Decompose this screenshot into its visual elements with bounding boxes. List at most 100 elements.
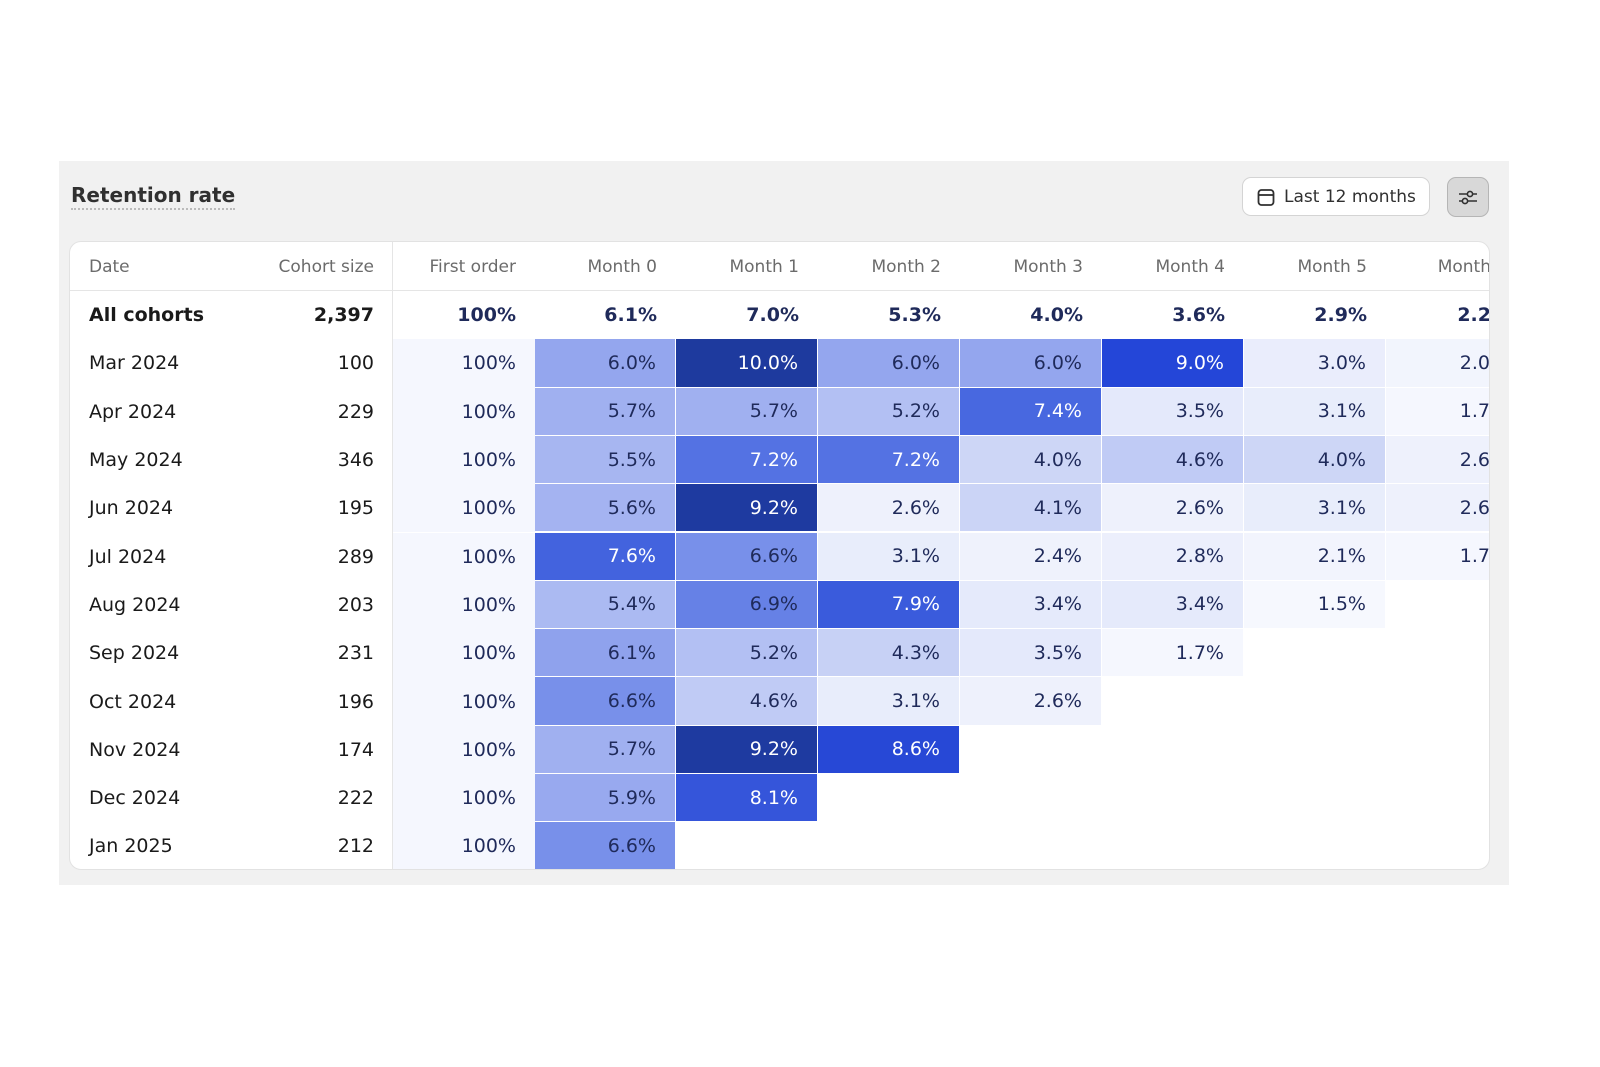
- heat-cell: 9.0%: [1102, 339, 1244, 388]
- heat-cell: 7.9%: [818, 580, 960, 630]
- column-header: Month 3: [1013, 256, 1083, 277]
- cell: Jul 2024: [89, 545, 167, 568]
- column-header: Cohort size: [278, 256, 374, 277]
- heat-cell: 3.1%: [1244, 387, 1386, 436]
- heat-cell: 6.6%: [535, 822, 676, 869]
- cell: 229: [337, 400, 374, 423]
- summary-cell: 3.6%: [1172, 304, 1225, 327]
- heat-cell: 5.7%: [535, 387, 676, 436]
- heat-cell: 4.0%: [1244, 435, 1386, 485]
- heat-cell: 5.4%: [535, 580, 676, 630]
- heat-cell: 2.4%: [960, 532, 1102, 581]
- heat-cell: 6.1%: [535, 629, 676, 678]
- column-divider: [392, 242, 393, 869]
- cell: 100%: [393, 484, 535, 533]
- cell: 100: [337, 352, 374, 375]
- cell: Jun 2024: [89, 497, 174, 520]
- heat-cell: 2.1%: [1244, 532, 1386, 581]
- cell: 196: [337, 690, 374, 713]
- filter-button[interactable]: [1447, 177, 1489, 217]
- heat-cell: 7.2%: [818, 435, 960, 485]
- cell: Apr 2024: [89, 400, 177, 423]
- column-header: First order: [429, 256, 516, 277]
- cell: 289: [337, 545, 374, 568]
- cell: May 2024: [89, 449, 183, 472]
- summary-cell: 7.0%: [746, 304, 799, 327]
- column-header: Month 4: [1155, 256, 1225, 277]
- summary-cell: All cohorts: [89, 304, 205, 327]
- heat-cell: 4.3%: [818, 629, 960, 678]
- heat-cell: 1.7: [1386, 387, 1489, 436]
- heat-cell: 6.0%: [960, 339, 1102, 388]
- retention-table: Date Cohort size First order Month 0 Month 1…: [69, 241, 1490, 870]
- heat-cell: 3.4%: [1102, 580, 1244, 630]
- column-header: Month: [1437, 256, 1490, 277]
- cell: 100%: [393, 725, 535, 774]
- heat-cell: 8.6%: [818, 725, 960, 774]
- heat-cell: 3.0%: [1244, 339, 1386, 388]
- heat-cell: 3.5%: [1102, 387, 1244, 436]
- cell: 231: [337, 642, 374, 665]
- heat-cell: 5.2%: [676, 629, 818, 678]
- heat-cell: 9.2%: [676, 484, 818, 533]
- heat-cell: 4.0%: [960, 435, 1102, 485]
- heat-cell: 2.6%: [1102, 484, 1244, 533]
- heat-cell: 3.1%: [818, 677, 960, 726]
- heat-cell: 1.7: [1386, 532, 1489, 581]
- heat-cell: 7.6%: [535, 532, 676, 581]
- heat-cell: 6.9%: [676, 580, 818, 630]
- heat-cell: 2.0: [1386, 339, 1489, 388]
- summary-cell: 2.2: [1457, 304, 1490, 327]
- cell: 174: [337, 738, 374, 761]
- heat-cell: 8.1%: [676, 774, 818, 823]
- cell: 346: [337, 449, 374, 472]
- heat-cell: 7.2%: [676, 435, 818, 485]
- summary-cell: 6.1%: [604, 304, 657, 327]
- heat-cell: 2.6: [1386, 435, 1489, 485]
- cell: 100%: [393, 532, 535, 581]
- heat-cell: 1.5%: [1244, 580, 1386, 630]
- heat-cell: 5.6%: [535, 484, 676, 533]
- heat-cell: 6.0%: [818, 339, 960, 388]
- column-header: Month 0: [587, 256, 657, 277]
- heat-cell: 5.7%: [535, 725, 676, 774]
- cell: Aug 2024: [89, 593, 181, 616]
- cell: Jan 2025: [89, 835, 173, 858]
- summary-cell: 4.0%: [1030, 304, 1083, 327]
- heat-cell: 3.1%: [1244, 484, 1386, 533]
- column-header: Date: [89, 256, 130, 277]
- cell: 100%: [393, 629, 535, 678]
- heat-cell: 6.0%: [535, 339, 676, 388]
- cell: 100%: [393, 677, 535, 726]
- heat-cell: 1.7%: [1102, 629, 1244, 678]
- cell: 203: [337, 593, 374, 616]
- heat-cell: 5.2%: [818, 387, 960, 436]
- summary-cell: 5.3%: [888, 304, 941, 327]
- heat-cell: 4.6%: [676, 677, 818, 726]
- heat-cell: 5.9%: [535, 774, 676, 823]
- cell: 212: [337, 835, 374, 858]
- cell: 100%: [393, 580, 535, 630]
- date-range-label: Last 12 months: [1284, 186, 1416, 207]
- heat-cell: 2.6%: [960, 677, 1102, 726]
- heat-cell: 9.2%: [676, 725, 818, 774]
- date-range-button[interactable]: Last 12 months: [1242, 177, 1430, 216]
- filter-icon: [1459, 190, 1477, 205]
- cell: 100%: [393, 339, 535, 388]
- cell: 100%: [393, 387, 535, 436]
- heat-cell: 5.7%: [676, 387, 818, 436]
- cell: Dec 2024: [89, 787, 181, 810]
- cell: 100%: [393, 774, 535, 823]
- heat-cell: 2.8%: [1102, 532, 1244, 581]
- heat-cell: 3.4%: [960, 580, 1102, 630]
- cell: 100%: [393, 822, 535, 869]
- cell: 195: [337, 497, 374, 520]
- heat-cell: 3.5%: [960, 629, 1102, 678]
- heat-cell: 3.1%: [818, 532, 960, 581]
- heat-cell: 2.6: [1386, 484, 1489, 533]
- cell: Nov 2024: [89, 738, 181, 761]
- cell: Mar 2024: [89, 352, 180, 375]
- title: Retention rate: [71, 183, 236, 210]
- heat-cell: 4.1%: [960, 484, 1102, 533]
